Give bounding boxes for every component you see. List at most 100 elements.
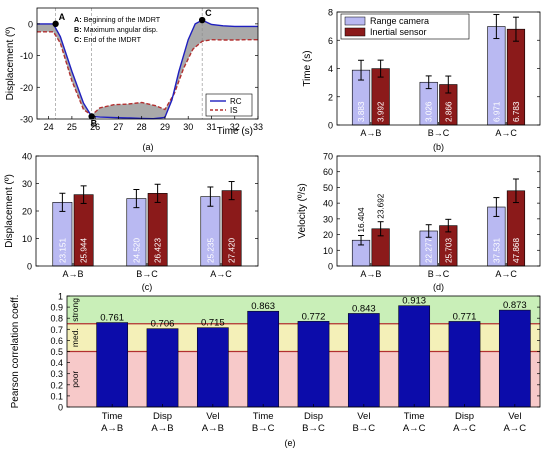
panel-b-value-label: 6.971 bbox=[492, 101, 501, 122]
panel-c-xtick-label: A→C bbox=[210, 269, 232, 279]
panel-e-xtick-line2: A→B bbox=[151, 423, 173, 434]
panel-e-band-label: strong bbox=[70, 298, 80, 322]
panel-c-ytick-label: 40 bbox=[22, 152, 32, 162]
panel-e-xtick-line1: Time bbox=[253, 411, 274, 422]
panel-a-legend-rc-label: RC bbox=[230, 97, 242, 106]
panel-a-legend-is-label: IS bbox=[230, 106, 238, 115]
panel-e-xtick-line2: A→B bbox=[101, 423, 123, 434]
panel-e-ytick-label: 1 bbox=[58, 292, 63, 302]
panel-d-ylabel: Velocity (º/s) bbox=[297, 183, 308, 238]
panel-a-note-text: Beginning of the IMDRT bbox=[82, 15, 161, 24]
panel-e-ytick-label: 0.6 bbox=[50, 336, 63, 346]
panel-b-legend-label-0: Range camera bbox=[370, 16, 429, 26]
panel-e-xtick-line1: Disp bbox=[455, 411, 474, 422]
panel-e-xtick-line1: Vel bbox=[508, 411, 521, 422]
panel-d-ytick-label: 0 bbox=[328, 262, 333, 272]
panel-e-value-label: 0.761 bbox=[100, 313, 124, 324]
panel-e-value-label: 0.715 bbox=[201, 318, 225, 329]
panel-e-ytick-label: 0.9 bbox=[50, 303, 63, 313]
panel-e-value-label: 0.873 bbox=[503, 300, 527, 311]
panel-d-label: (d) bbox=[433, 282, 444, 292]
panel-e-bar-2 bbox=[196, 327, 229, 408]
panel-a-xtick-label: 30 bbox=[183, 122, 193, 132]
panel-b-value-label: 3.883 bbox=[357, 101, 366, 122]
panel-c-ytick-label: 30 bbox=[22, 179, 32, 189]
panel-e-xtick-line2: B→C bbox=[252, 423, 275, 434]
panel-a-xlabel: Time (s) bbox=[217, 126, 253, 137]
panel-a-marker-point-c bbox=[198, 16, 206, 24]
panel-e-ytick-label: 0.8 bbox=[50, 314, 63, 324]
panel-a-marker-label-b: B bbox=[91, 118, 98, 128]
panel-a-note: B: Maximum angular disp. bbox=[74, 25, 158, 34]
panel-d-value-label: 37.531 bbox=[492, 238, 501, 263]
panel-e-value-label: 0.771 bbox=[453, 311, 477, 322]
panel-a-xtick-label: 24 bbox=[44, 122, 54, 132]
panel-c-value-label: 27.420 bbox=[228, 238, 237, 263]
panel-e-xtick-line1: Time bbox=[102, 411, 123, 422]
panel-b-value-label: 3.992 bbox=[377, 101, 386, 122]
panel-e-bar-6 bbox=[398, 305, 431, 408]
panel-e-bar-8 bbox=[498, 309, 531, 408]
panel-d-xtick-label: B→C bbox=[428, 269, 450, 279]
panel-a-legend-box bbox=[205, 93, 253, 117]
panel-e-xtick-line2: A→C bbox=[403, 423, 426, 434]
panel-c-ylabel: Displacement (º) bbox=[4, 174, 15, 248]
panel-c-value-label: 23.151 bbox=[58, 238, 67, 263]
panel-e-xtick-line1: Vel bbox=[206, 411, 219, 422]
panel-b-ylabel: Time (s) bbox=[302, 50, 313, 86]
panel-d-ytick-label: 70 bbox=[323, 152, 333, 162]
panel-e-xtick-line2: A→C bbox=[453, 423, 476, 434]
panel-a-xtick-label: 32 bbox=[230, 122, 240, 132]
panel-b-ytick-label: 2 bbox=[328, 92, 333, 102]
panel-e-bar-3 bbox=[247, 310, 280, 408]
panel-b-ytick-label: 4 bbox=[328, 64, 333, 74]
panel-c-xtick-label: A→B bbox=[62, 269, 83, 279]
panel-d-value-label: 25.703 bbox=[444, 238, 453, 263]
panel-a-note: C: End of the IMDRT bbox=[74, 35, 142, 44]
panel-a-marker-point-b bbox=[88, 113, 95, 120]
panel-e-ytick-label: 0.5 bbox=[50, 347, 63, 357]
panel-e-value-label: 0.913 bbox=[402, 296, 426, 307]
panel-c-value-label: 25.944 bbox=[80, 238, 89, 263]
panel-e-xtick-line2: B→C bbox=[352, 423, 375, 434]
panel-e-bar-1 bbox=[146, 328, 179, 408]
panel-e-value-label: 0.772 bbox=[302, 311, 326, 322]
panel-a-series-is-line bbox=[37, 31, 258, 117]
panel-a-ytick-label: -10 bbox=[20, 51, 33, 61]
panel-a-difference-area bbox=[37, 20, 258, 119]
panel-e-band-label: poor bbox=[70, 371, 80, 388]
panel-e-band-strong bbox=[67, 296, 540, 324]
panel-a-xtick-label: 29 bbox=[160, 122, 170, 132]
panel-e-ytick-label: 0.3 bbox=[50, 369, 63, 379]
panel-a-xtick-label: 28 bbox=[137, 122, 147, 132]
panel-c-value-label: 24.520 bbox=[132, 238, 141, 263]
panel-d-ytick-label: 30 bbox=[323, 214, 333, 224]
panel-e-bar-5 bbox=[347, 313, 380, 408]
panel-a-ytick-label: 0 bbox=[28, 19, 33, 29]
panel-d-value-label: 23.692 bbox=[377, 193, 386, 218]
panel-e-ytick-label: 0.7 bbox=[50, 325, 63, 335]
panel-b-label: (b) bbox=[433, 142, 444, 152]
panel-b-legend-label-1: Inertial sensor bbox=[370, 27, 427, 37]
panel-a-label: (a) bbox=[143, 142, 154, 152]
panel-e-value-label: 0.706 bbox=[151, 319, 175, 330]
panel-c-value-label: 25.235 bbox=[206, 238, 215, 263]
panel-d-xtick-label: A→C bbox=[495, 269, 517, 279]
panel-a-note-text: Maximum angular disp. bbox=[82, 25, 158, 34]
panel-e-xtick-line2: A→B bbox=[202, 423, 224, 434]
panel-d-background bbox=[337, 156, 540, 266]
panel-a-xtick-label: 33 bbox=[253, 122, 263, 132]
panel-a-marker-point-a bbox=[52, 20, 59, 28]
panel-a-note: A: Beginning of the IMDRT bbox=[74, 15, 161, 24]
panel-a-marker-label-c: C bbox=[205, 8, 212, 18]
panel-b-ytick-label: 0 bbox=[328, 121, 333, 131]
panel-c-ytick-label: 0 bbox=[27, 262, 32, 272]
panel-e-ytick-label: 0.2 bbox=[50, 380, 63, 390]
panel-a-note-text: End of the IMDRT bbox=[82, 35, 142, 44]
panel-c-value-label: 26.423 bbox=[154, 238, 163, 263]
panel-d-ytick-label: 40 bbox=[323, 199, 333, 209]
panel-d-ytick-label: 50 bbox=[323, 183, 333, 193]
panel-a-ylabel: Displacement (º) bbox=[5, 27, 16, 101]
panel-e-ytick-label: 0.4 bbox=[50, 358, 63, 368]
